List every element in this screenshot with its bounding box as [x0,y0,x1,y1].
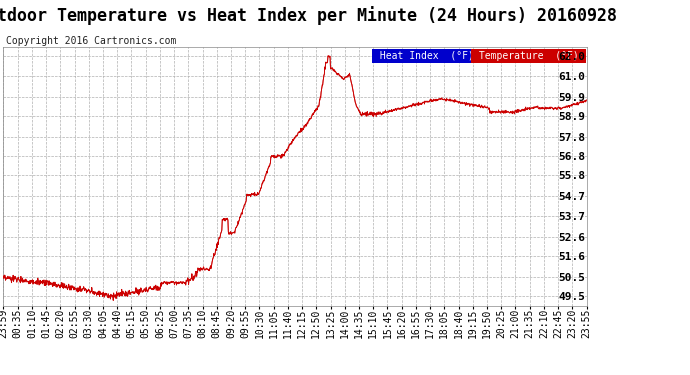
Text: Temperature  (°F): Temperature (°F) [473,51,584,61]
Text: Outdoor Temperature vs Heat Index per Minute (24 Hours) 20160928: Outdoor Temperature vs Heat Index per Mi… [0,6,617,25]
Text: Copyright 2016 Cartronics.com: Copyright 2016 Cartronics.com [6,36,176,46]
Text: Heat Index  (°F): Heat Index (°F) [374,51,480,61]
